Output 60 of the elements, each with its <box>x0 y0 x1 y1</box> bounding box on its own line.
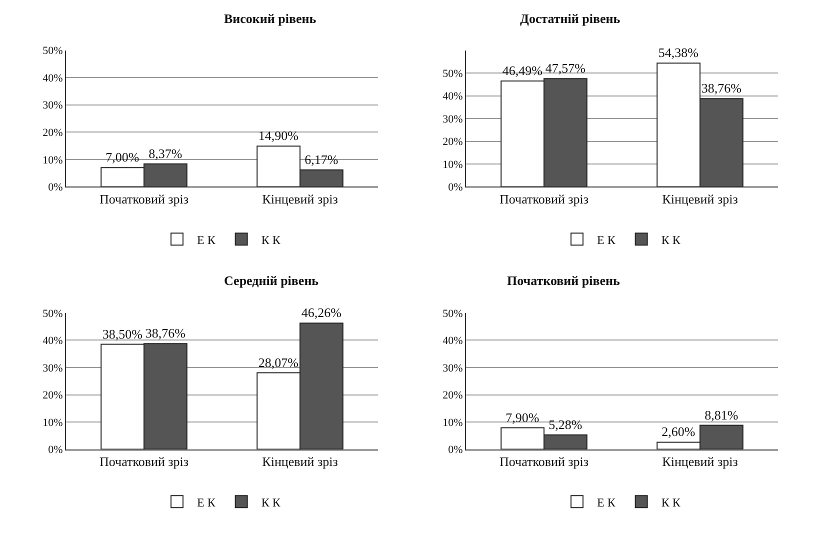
y-tick-label: 50% <box>442 308 463 320</box>
data-label: 47,57% <box>545 60 586 76</box>
data-label: 8,81% <box>704 407 738 422</box>
data-label: 38,50% <box>102 326 143 342</box>
legend-label: Е К <box>197 232 216 247</box>
y-tick-label: 40% <box>42 72 63 84</box>
y-tick-label: 20% <box>42 127 63 140</box>
y-tick-label: 10% <box>442 158 463 171</box>
legend-label: К К <box>261 232 282 247</box>
x-tick-label: Кінцевий зріз <box>262 191 338 206</box>
legend-label: Е К <box>597 232 616 247</box>
data-label: 8,37% <box>148 146 182 161</box>
data-label: 7,00% <box>106 150 140 165</box>
y-tick-label: 0% <box>448 444 463 456</box>
x-tick-label: Початковий зріз <box>99 191 189 206</box>
legend-label: К К <box>261 495 282 510</box>
data-label: 2,60% <box>662 424 696 440</box>
data-label: 28,07% <box>258 354 299 370</box>
data-label: 7,90% <box>506 410 540 425</box>
x-tick-label: Кінцевий зріз <box>262 454 338 469</box>
chart-title: Високий рівень <box>224 11 316 26</box>
legend-label: Е К <box>197 495 216 510</box>
chart-title: Достатній рівень <box>520 11 620 26</box>
data-label: 54,38% <box>658 45 699 60</box>
chart-title: Середній рівень <box>224 273 319 288</box>
data-label: 5,28% <box>548 416 582 432</box>
y-tick-label: 20% <box>442 136 463 148</box>
y-tick-label: 0% <box>448 182 463 194</box>
y-tick-label: 40% <box>442 90 463 103</box>
data-label: 46,49% <box>502 63 543 78</box>
x-tick-label: Кінцевий зріз <box>662 454 738 469</box>
data-label: 46,26% <box>301 305 342 320</box>
x-tick-label: Початковий зріз <box>499 454 589 469</box>
y-tick-label: 30% <box>42 100 63 112</box>
y-tick-label: 30% <box>442 362 463 374</box>
y-tick-label: 30% <box>42 362 63 374</box>
y-tick-label: 20% <box>42 390 63 402</box>
y-tick-label: 10% <box>442 416 463 429</box>
data-label: 14,90% <box>258 128 299 144</box>
x-tick-label: Кінцевий зріз <box>662 191 738 206</box>
x-tick-label: Початковий зріз <box>499 191 589 206</box>
y-tick-label: 20% <box>442 390 463 402</box>
legend-label: К К <box>661 495 682 510</box>
y-tick-label: 50% <box>42 45 63 58</box>
data-label: 38,76% <box>145 326 186 341</box>
y-tick-label: 30% <box>442 113 463 126</box>
y-tick-label: 40% <box>42 335 63 348</box>
legend-label: Е К <box>597 495 616 510</box>
chart-title: Початковий рівень <box>507 273 620 288</box>
y-tick-label: 50% <box>42 308 63 320</box>
x-tick-label: Початковий зріз <box>99 454 189 469</box>
y-tick-label: 0% <box>48 444 63 456</box>
y-tick-label: 10% <box>42 416 63 429</box>
y-tick-label: 0% <box>48 182 63 194</box>
y-tick-label: 50% <box>442 68 463 80</box>
data-label: 6,17% <box>304 152 338 167</box>
y-tick-label: 10% <box>42 154 63 166</box>
data-label: 38,76% <box>701 80 742 96</box>
legend-label: К К <box>661 232 682 247</box>
y-tick-label: 40% <box>442 335 463 348</box>
